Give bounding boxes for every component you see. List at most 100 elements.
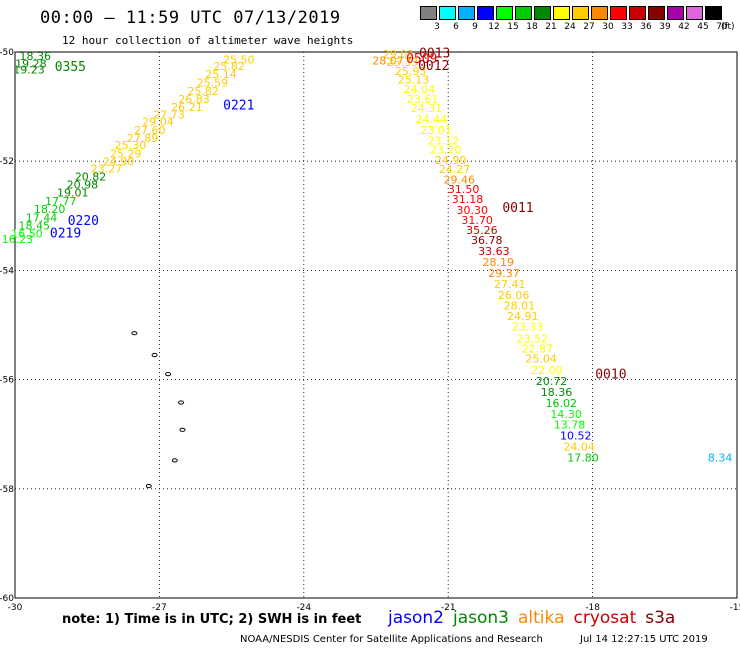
swh-value-label: 17.44 — [26, 211, 58, 224]
legend-entry: altika — [518, 608, 565, 628]
scale-label: 27 — [583, 22, 595, 32]
legend-entry: jason3 — [453, 608, 509, 628]
swh-value-label: 25.50 — [223, 53, 255, 66]
scale-swatch — [534, 6, 551, 20]
swh-value-label: 14.30 — [550, 408, 582, 421]
credit-text: NOAA/NESDIS Center for Satellite Applica… — [240, 634, 543, 645]
swh-value-label: 10.52 — [560, 430, 592, 443]
plot-frame — [14, 51, 738, 599]
scale-swatch — [496, 6, 513, 20]
swh-value-label: 24.90 — [435, 154, 467, 167]
legend-entry: s3a — [645, 608, 676, 628]
scale-swatch — [629, 6, 646, 20]
generation-timestamp: Jul 14 12:27:15 UTC 2019 — [580, 634, 708, 645]
scale-label: 15 — [507, 22, 519, 32]
swh-value-label: 23.20 — [430, 144, 462, 157]
scale-unit: (ft) — [721, 22, 735, 32]
scale-swatch — [553, 6, 570, 20]
swh-value-label: 30.30 — [457, 204, 489, 217]
swh-value-label: 36.78 — [471, 234, 503, 247]
scale-label: 45 — [697, 22, 709, 32]
island-outline — [131, 331, 138, 336]
swh-value-label: 22.00 — [531, 364, 563, 377]
pass-time-label: 0010 — [595, 368, 626, 383]
swh-value-label: 31.50 — [448, 183, 480, 196]
pass-time-label: 0219 — [50, 227, 81, 242]
swh-value-label: 24.04 — [404, 83, 436, 96]
swh-value-label: 20.82 — [75, 170, 107, 183]
swh-value-label: 25.29 — [110, 147, 142, 160]
swh-value-label: 26.21 — [171, 101, 203, 114]
swh-value-label: 25.93 — [395, 65, 427, 78]
swh-value-label: 18.36 — [19, 50, 51, 63]
swh-value-label: 26.06 — [498, 289, 530, 302]
swh-value-label: 18.36 — [541, 386, 573, 399]
swh-value-label: 28.07 — [372, 55, 404, 68]
swh-value-label: 23.33 — [512, 320, 544, 333]
island-outline — [145, 483, 152, 489]
swh-value-label: 20.72 — [536, 375, 568, 388]
swh-value-label: 27.73 — [153, 109, 185, 122]
scale-swatch — [420, 6, 437, 20]
pass-time-label: 0220 — [68, 214, 99, 229]
satellite-legend: jason2 jason3 altika cryosat s3a — [388, 608, 684, 628]
scale-swatch — [610, 6, 627, 20]
scale-label: 24 — [564, 22, 576, 32]
swh-value-label: 17.77 — [45, 195, 77, 208]
swh-value-label: 27.89 — [127, 132, 159, 145]
pass-time-label: 0012 — [418, 59, 449, 74]
island-outline — [165, 372, 172, 377]
scale-label: 42 — [678, 22, 690, 32]
scale-swatch — [705, 6, 722, 20]
island-outline — [171, 458, 178, 463]
scale-swatch — [648, 6, 665, 20]
swh-value-label: 27.41 — [494, 278, 526, 291]
swh-value-label: 23.01 — [420, 124, 452, 137]
scale-swatch — [477, 6, 494, 20]
swh-value-label: 23.12 — [428, 134, 460, 147]
y-tick-label: -56 — [0, 376, 14, 386]
x-tick-label: -30 — [8, 603, 23, 613]
units-note: note: 1) Time is in UTC; 2) SWH is in fe… — [62, 612, 362, 627]
scale-swatch — [667, 6, 684, 20]
swh-value-label: 13.78 — [554, 419, 586, 432]
swh-value-label: 24.31 — [411, 102, 443, 115]
swh-value-label: 23.52 — [517, 332, 549, 345]
scale-swatch — [439, 6, 456, 20]
swh-value-label: 31.18 — [452, 193, 484, 206]
scale-label: 18 — [526, 22, 538, 32]
scale-swatch — [572, 6, 589, 20]
swh-value-label: 16.23 — [2, 233, 34, 246]
swh-value-label: 23.27 — [91, 163, 123, 176]
swh-value-label: 25.30 — [115, 139, 147, 152]
island-outline — [179, 427, 186, 432]
y-tick-label: -50 — [0, 48, 14, 58]
swh-value-label: 24.27 — [439, 163, 471, 176]
y-tick-label: -60 — [0, 594, 14, 604]
swh-value-label: 35.26 — [466, 224, 498, 237]
legend-entry: jason2 — [388, 608, 444, 628]
swh-value-label: 23.61 — [407, 93, 439, 106]
swh-value-label: 28.19 — [483, 256, 515, 269]
swh-value-label: 16.02 — [546, 397, 578, 410]
scale-label: 9 — [472, 22, 478, 32]
swh-value-label: 19.23 — [13, 63, 45, 76]
x-tick-label: -27 — [152, 603, 167, 613]
chart-subtitle: 12 hour collection of altimeter wave hei… — [62, 34, 354, 47]
pass-time-label: 0013 — [419, 46, 450, 61]
scale-label: 21 — [545, 22, 557, 32]
island-outline — [178, 400, 185, 405]
islands — [131, 331, 186, 489]
y-tick-label: -52 — [0, 157, 14, 167]
swh-value-label: 16.50 — [11, 228, 43, 241]
pass-time-label: 0355 — [55, 60, 86, 75]
swh-value-label: 19.01 — [57, 187, 89, 200]
y-tick-label: -54 — [0, 266, 14, 276]
scale-label: 3 — [434, 22, 440, 32]
swh-value-label: 24.44 — [416, 113, 448, 126]
scale-label: 36 — [640, 22, 652, 32]
swh-value-label: 29.04 — [142, 116, 174, 129]
swh-value-label: 25.82 — [213, 60, 245, 73]
